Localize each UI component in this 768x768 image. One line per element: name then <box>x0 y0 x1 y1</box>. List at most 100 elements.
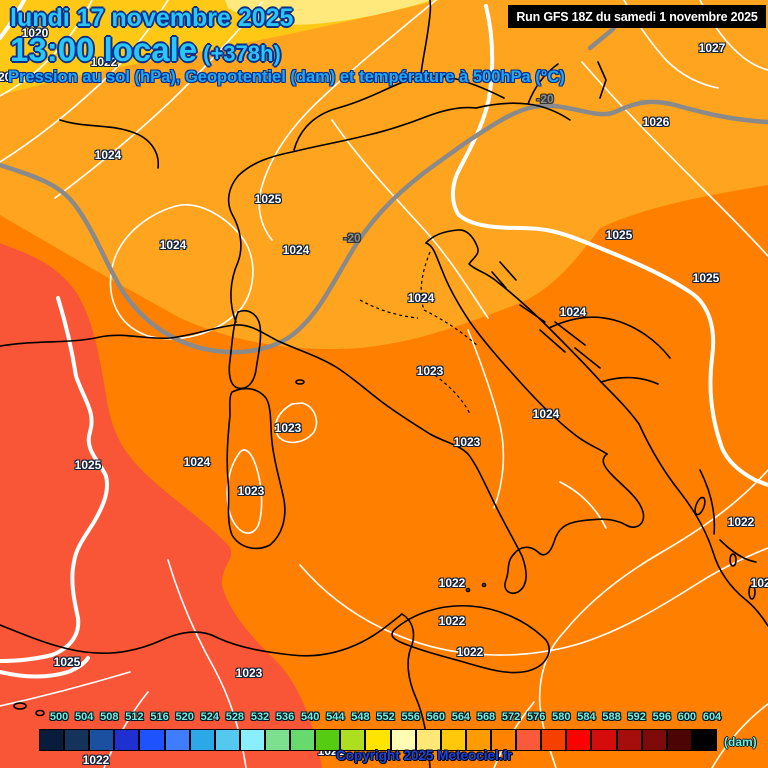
pressure-label: 1024 <box>532 407 560 421</box>
scale-box-556 <box>390 729 416 751</box>
run-info-box: Run GFS 18Z du samedi 1 novembre 2025 <box>508 5 766 28</box>
copyright-text: Copyright 2025 Meteociel.fr <box>336 748 513 763</box>
scale-box-512 <box>114 729 140 751</box>
time-title: 13:00 locale <box>10 31 198 68</box>
pressure-label: 1025 <box>74 458 102 472</box>
scale-box-568 <box>465 729 491 751</box>
pressure-label: 1024 <box>159 238 187 252</box>
scale-value: 564 <box>451 711 471 723</box>
scale-value: 540 <box>301 711 320 723</box>
scale-value: 512 <box>125 711 144 723</box>
scale-value: 524 <box>200 711 219 723</box>
pressure-label: 1023 <box>237 484 265 498</box>
pressure-label: 1026 <box>642 115 670 129</box>
scale-value: 592 <box>627 711 646 723</box>
pressure-label: 1027 <box>698 41 726 55</box>
pressure-label: 1024 <box>94 148 122 162</box>
pressure-label: 1022 <box>438 614 466 628</box>
scale-box-548 <box>340 729 366 751</box>
pressure-label: 1025 <box>605 228 633 242</box>
pressure-label: 1023 <box>235 666 263 680</box>
scale-unit-label: (dam) <box>724 735 757 749</box>
pressure-label: 1022 <box>750 576 768 590</box>
time-row: 13:00 locale (+378h) <box>10 33 293 67</box>
forecast-offset: (+378h) <box>203 41 281 66</box>
scale-value: 552 <box>376 711 395 723</box>
isotherm-label: -20 <box>536 92 554 106</box>
scale-value: 596 <box>652 711 671 723</box>
scale-box-584 <box>566 729 592 751</box>
pressure-label: 1022 <box>727 515 755 529</box>
date-title: lundi 17 novembre 2025 <box>10 4 294 32</box>
pressure-label: 1022 <box>456 645 484 659</box>
color-scale-bar <box>39 729 717 751</box>
scale-box-572 <box>490 729 517 751</box>
scale-value: 544 <box>326 711 345 723</box>
scale-box-524 <box>189 729 215 751</box>
pressure-label: 1022 <box>438 576 466 590</box>
pressure-label: 1025 <box>692 271 720 285</box>
pressure-label: 1024 <box>282 243 310 257</box>
isotherm-label: -20 <box>343 231 361 245</box>
scale-box-516 <box>139 729 165 751</box>
pressure-label: 1020 <box>0 70 12 84</box>
scale-label-row: 500 504 508 512 516 520 524 528 532 536 540 544 548 5… <box>0 711 768 725</box>
scale-box-604 <box>691 729 717 751</box>
scale-value: 588 <box>602 711 621 723</box>
pressure-label: 1025 <box>254 192 282 206</box>
region-red-orange <box>0 243 322 768</box>
scale-box-588 <box>591 729 617 751</box>
pressure-label: 1023 <box>453 435 481 449</box>
pressure-label: 1024 <box>407 291 435 305</box>
scale-value: 600 <box>677 711 697 723</box>
pressure-label: 1024 <box>559 305 587 319</box>
scale-box-508 <box>89 729 115 751</box>
scale-value: 504 <box>75 711 94 723</box>
header: lundi 17 novembre 2025 13:00 locale (+378… <box>10 6 293 67</box>
pressure-label: 1022 <box>90 55 118 69</box>
scale-value: 604 <box>702 711 722 723</box>
scale-box-552 <box>365 729 391 751</box>
scale-box-576 <box>516 729 542 751</box>
scale-box-544 <box>315 729 341 751</box>
scale-value: 580 <box>552 711 571 723</box>
scale-box-532 <box>239 729 265 751</box>
scale-box-536 <box>264 729 291 751</box>
scale-value: 520 <box>175 711 194 723</box>
region-pale-yellow <box>225 0 432 25</box>
pressure-label: 1020 <box>21 26 49 40</box>
scale-value: 548 <box>351 711 370 723</box>
scale-value: 508 <box>100 711 119 723</box>
scale-box-580 <box>541 729 567 751</box>
scale-box-596 <box>641 729 667 751</box>
scale-box-564 <box>440 729 466 751</box>
scale-value: 568 <box>476 711 496 723</box>
pressure-label: 1025 <box>53 655 81 669</box>
pressure-label: 1023 <box>274 421 302 435</box>
scale-box-540 <box>290 729 316 751</box>
scale-value: 536 <box>275 711 295 723</box>
scale-box-528 <box>214 729 240 751</box>
scale-value: 576 <box>527 711 546 723</box>
scale-box-560 <box>415 729 441 751</box>
major-contour-lines <box>0 0 768 679</box>
scale-box-600 <box>666 729 692 751</box>
scale-value: 532 <box>250 711 270 723</box>
region-gold <box>0 0 440 95</box>
scale-value: 500 <box>49 711 69 723</box>
scale-value: 560 <box>426 711 445 723</box>
scale-box-504 <box>64 729 90 751</box>
scale-box-500 <box>39 729 65 751</box>
scale-value: 556 <box>401 711 420 723</box>
scale-value: 584 <box>577 711 596 723</box>
scale-value: 516 <box>150 711 169 723</box>
pressure-label: 1024 <box>183 455 211 469</box>
pressure-label: 1022 <box>82 753 110 767</box>
regional-border-lines <box>359 251 479 415</box>
scale-box-592 <box>616 729 642 751</box>
scale-box-520 <box>164 729 190 751</box>
